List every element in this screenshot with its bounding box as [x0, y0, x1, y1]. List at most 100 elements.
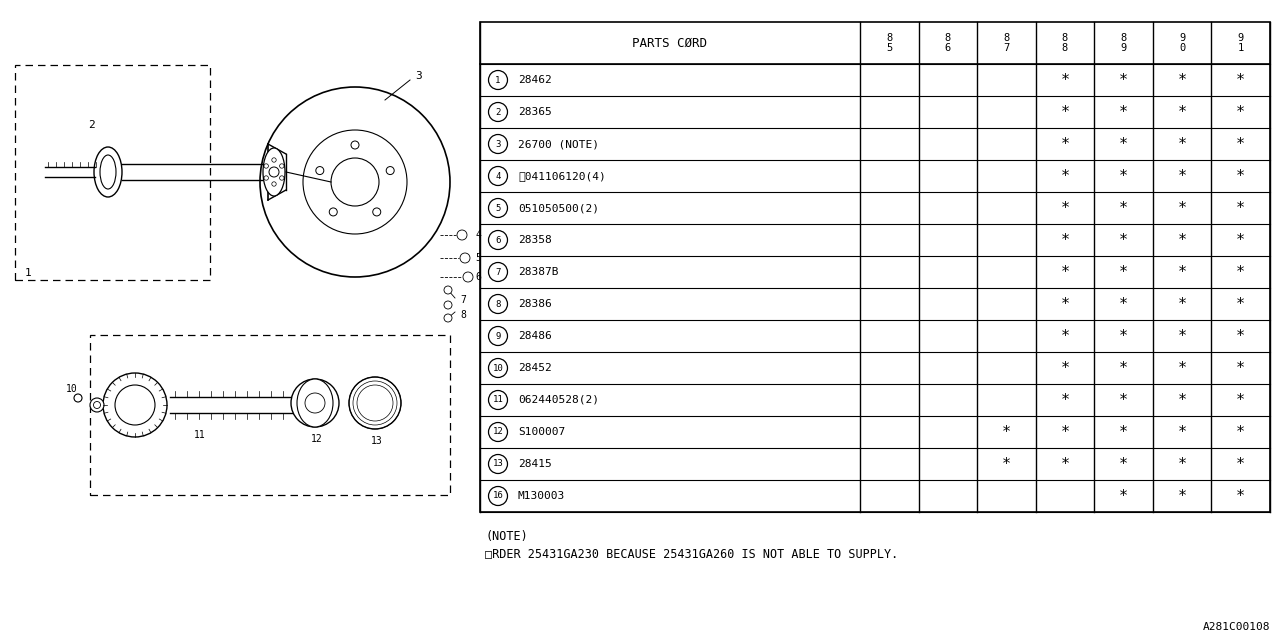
Text: *: * — [1119, 168, 1128, 184]
Text: 28365: 28365 — [518, 107, 552, 117]
Text: 12: 12 — [493, 428, 503, 436]
Text: *: * — [1060, 104, 1070, 120]
Text: *: * — [1119, 296, 1128, 312]
Text: *: * — [1119, 104, 1128, 120]
Text: PARTS CØRD: PARTS CØRD — [632, 36, 708, 49]
Circle shape — [305, 393, 325, 413]
Text: 5: 5 — [495, 204, 500, 212]
Circle shape — [264, 164, 269, 168]
Circle shape — [489, 262, 507, 282]
Circle shape — [271, 158, 276, 162]
Text: 9: 9 — [495, 332, 500, 340]
Text: 5: 5 — [475, 253, 481, 263]
Circle shape — [115, 385, 155, 425]
Text: 26700 (NOTE): 26700 (NOTE) — [518, 139, 599, 149]
Circle shape — [316, 166, 324, 175]
Text: 6: 6 — [495, 236, 500, 244]
Text: 16: 16 — [493, 492, 503, 500]
Text: *: * — [1236, 168, 1245, 184]
Text: *: * — [1119, 456, 1128, 472]
Circle shape — [329, 208, 337, 216]
Text: 28462: 28462 — [518, 75, 552, 85]
Text: *: * — [1119, 72, 1128, 88]
Text: 4: 4 — [495, 172, 500, 180]
Text: *: * — [1060, 168, 1070, 184]
Text: *: * — [1060, 328, 1070, 344]
Text: 1: 1 — [26, 268, 32, 278]
Text: *: * — [1236, 328, 1245, 344]
Circle shape — [74, 394, 82, 402]
Circle shape — [444, 314, 452, 322]
Text: *: * — [1178, 296, 1187, 312]
Bar — [15, 65, 210, 280]
Text: 8
6: 8 6 — [945, 33, 951, 53]
Text: 3: 3 — [415, 71, 421, 81]
Text: 8
7: 8 7 — [1004, 33, 1010, 53]
Text: *: * — [1060, 264, 1070, 280]
Bar — [480, 22, 1270, 512]
Circle shape — [349, 377, 401, 429]
Text: □RDER 25431GA230 BECAUSE 25431GA260 IS NOT ABLE TO SUPPLY.: □RDER 25431GA230 BECAUSE 25431GA260 IS N… — [485, 547, 899, 560]
Text: *: * — [1119, 232, 1128, 248]
Circle shape — [291, 379, 339, 427]
Ellipse shape — [262, 148, 285, 196]
Text: 13: 13 — [371, 436, 383, 446]
Text: 28386: 28386 — [518, 299, 552, 309]
Text: 11: 11 — [195, 430, 206, 440]
Circle shape — [102, 373, 166, 437]
Text: *: * — [1236, 136, 1245, 152]
Text: *: * — [1236, 456, 1245, 472]
Text: 7: 7 — [495, 268, 500, 276]
Text: *: * — [1178, 136, 1187, 152]
Circle shape — [279, 164, 284, 168]
Text: *: * — [1178, 232, 1187, 248]
Circle shape — [489, 486, 507, 506]
Text: 6: 6 — [475, 272, 481, 282]
Text: (NOTE): (NOTE) — [485, 530, 527, 543]
Text: 2: 2 — [495, 108, 500, 116]
Text: *: * — [1002, 424, 1011, 440]
Text: *: * — [1060, 200, 1070, 216]
Circle shape — [489, 326, 507, 346]
Text: 8: 8 — [460, 310, 466, 320]
Text: 28415: 28415 — [518, 459, 552, 469]
Text: *: * — [1060, 360, 1070, 376]
Text: *: * — [1236, 360, 1245, 376]
Circle shape — [351, 141, 358, 149]
Text: *: * — [1002, 456, 1011, 472]
Text: 28486: 28486 — [518, 331, 552, 341]
Text: 8
5: 8 5 — [886, 33, 892, 53]
Text: 12: 12 — [311, 434, 323, 444]
Text: 9
0: 9 0 — [1179, 33, 1185, 53]
Circle shape — [260, 87, 451, 277]
Circle shape — [489, 166, 507, 186]
Text: 8
9: 8 9 — [1120, 33, 1126, 53]
Text: *: * — [1060, 392, 1070, 408]
Circle shape — [264, 176, 269, 180]
Text: 10: 10 — [493, 364, 503, 372]
Text: *: * — [1060, 72, 1070, 88]
Text: *: * — [1119, 264, 1128, 280]
Text: *: * — [1236, 424, 1245, 440]
Text: *: * — [1060, 136, 1070, 152]
Text: M130003: M130003 — [518, 491, 566, 501]
Text: *: * — [1119, 328, 1128, 344]
Text: *: * — [1178, 264, 1187, 280]
Text: *: * — [1236, 200, 1245, 216]
Circle shape — [460, 253, 470, 263]
Ellipse shape — [100, 155, 116, 189]
Ellipse shape — [297, 379, 333, 427]
Circle shape — [90, 398, 104, 412]
Circle shape — [271, 182, 276, 186]
Text: *: * — [1178, 488, 1187, 504]
Text: *: * — [1178, 392, 1187, 408]
Text: *: * — [1119, 488, 1128, 504]
Text: 28452: 28452 — [518, 363, 552, 373]
Circle shape — [489, 390, 507, 410]
Text: *: * — [1178, 456, 1187, 472]
Text: S100007: S100007 — [518, 427, 566, 437]
Text: 28387B: 28387B — [518, 267, 558, 277]
Text: 3: 3 — [495, 140, 500, 148]
Circle shape — [489, 454, 507, 474]
Text: A281C00108: A281C00108 — [1202, 622, 1270, 632]
